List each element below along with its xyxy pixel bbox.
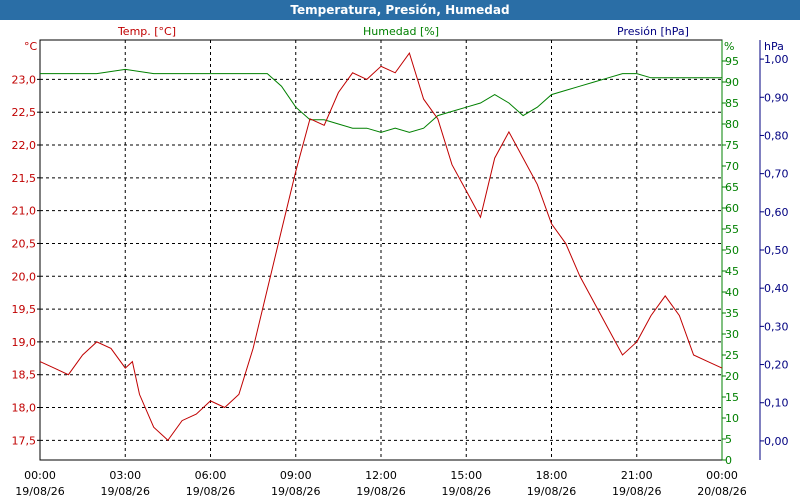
pressure-tick-label: 0,40 xyxy=(764,282,789,295)
x-tick-time: 00:00 xyxy=(706,469,738,482)
humidity-tick-label: 90 xyxy=(725,76,739,89)
temperature-tick-label: 18,0 xyxy=(12,402,37,415)
humidity-legend-label: Humedad [%] xyxy=(363,25,439,38)
humidity-tick-label: 45 xyxy=(725,265,739,278)
pressure-legend-label: Presión [hPa] xyxy=(617,25,689,38)
temperature-tick-label: 20,5 xyxy=(12,237,37,250)
humidity-tick-label: 10 xyxy=(725,412,739,425)
x-tick-time: 06:00 xyxy=(195,469,227,482)
humidity-tick-label: 5 xyxy=(725,433,732,446)
humidity-tick-label: 25 xyxy=(725,349,739,362)
humidity-tick-label: 30 xyxy=(725,328,739,341)
x-tick-date: 19/08/26 xyxy=(612,485,661,498)
temperature-tick-label: 22,0 xyxy=(12,139,37,152)
x-tick-date: 20/08/26 xyxy=(697,485,746,498)
pressure-tick-label: 0,00 xyxy=(764,435,789,448)
humidity-tick-label: 75 xyxy=(725,139,739,152)
temperature-tick-label: 17,5 xyxy=(12,434,37,447)
temperature-tick-label: 19,5 xyxy=(12,303,37,316)
temperature-tick-label: 19,0 xyxy=(12,336,37,349)
x-tick-time: 18:00 xyxy=(536,469,568,482)
temperature-unit: °C xyxy=(24,40,38,53)
x-tick-time: 12:00 xyxy=(365,469,397,482)
x-tick-time: 21:00 xyxy=(621,469,653,482)
pressure-tick-label: 0,60 xyxy=(764,206,789,219)
temperature-series-line xyxy=(39,51,723,442)
humidity-tick-label: 50 xyxy=(725,244,739,257)
humidity-tick-label: 35 xyxy=(725,307,739,320)
humidity-tick-label: 40 xyxy=(725,286,739,299)
humidity-tick-label: 0 xyxy=(725,454,732,467)
chart-title: Temperatura, Presión, Humedad xyxy=(290,3,510,17)
pressure-tick-label: 0,20 xyxy=(764,359,789,372)
temperature-tick-label: 20,0 xyxy=(12,270,37,283)
humidity-tick-label: 85 xyxy=(725,97,739,110)
x-tick-date: 19/08/26 xyxy=(271,485,320,498)
humidity-unit: % xyxy=(724,40,734,53)
x-tick-time: 00:00 xyxy=(24,469,56,482)
x-tick-date: 19/08/26 xyxy=(186,485,235,498)
pressure-unit: hPa xyxy=(764,40,784,53)
pressure-tick-label: 0,50 xyxy=(764,244,789,257)
temperature-tick-label: 18,5 xyxy=(12,369,37,382)
chart-title-bar: Temperatura, Presión, Humedad xyxy=(0,0,800,20)
pressure-tick-label: 0,10 xyxy=(764,397,789,410)
x-tick-date: 19/08/26 xyxy=(527,485,576,498)
x-tick-time: 15:00 xyxy=(450,469,482,482)
humidity-tick-label: 70 xyxy=(725,160,739,173)
temperature-tick-label: 23,0 xyxy=(12,73,37,86)
pressure-tick-label: 1,00 xyxy=(764,53,789,66)
humidity-tick-label: 95 xyxy=(725,55,739,68)
humidity-tick-label: 55 xyxy=(725,223,739,236)
temperature-tick-label: 21,5 xyxy=(12,172,37,185)
humidity-tick-label: 20 xyxy=(725,370,739,383)
humidity-tick-label: 15 xyxy=(725,391,739,404)
pressure-tick-label: 0,70 xyxy=(764,168,789,181)
x-tick-date: 19/08/26 xyxy=(15,485,64,498)
temperature-legend-label: Temp. [°C] xyxy=(117,25,176,38)
humidity-tick-label: 60 xyxy=(725,202,739,215)
x-tick-date: 19/08/26 xyxy=(101,485,150,498)
humidity-tick-label: 80 xyxy=(725,118,739,131)
pressure-tick-label: 0,30 xyxy=(764,320,789,333)
x-tick-date: 19/08/26 xyxy=(442,485,491,498)
humidity-series-line xyxy=(40,68,722,133)
temperature-tick-label: 22,5 xyxy=(12,106,37,119)
x-tick-time: 09:00 xyxy=(280,469,312,482)
x-tick-time: 03:00 xyxy=(109,469,141,482)
pressure-tick-label: 0,80 xyxy=(764,129,789,142)
pressure-tick-label: 0,90 xyxy=(764,91,789,104)
humidity-tick-label: 65 xyxy=(725,181,739,194)
x-tick-date: 19/08/26 xyxy=(356,485,405,498)
temperature-tick-label: 21,0 xyxy=(12,205,37,218)
